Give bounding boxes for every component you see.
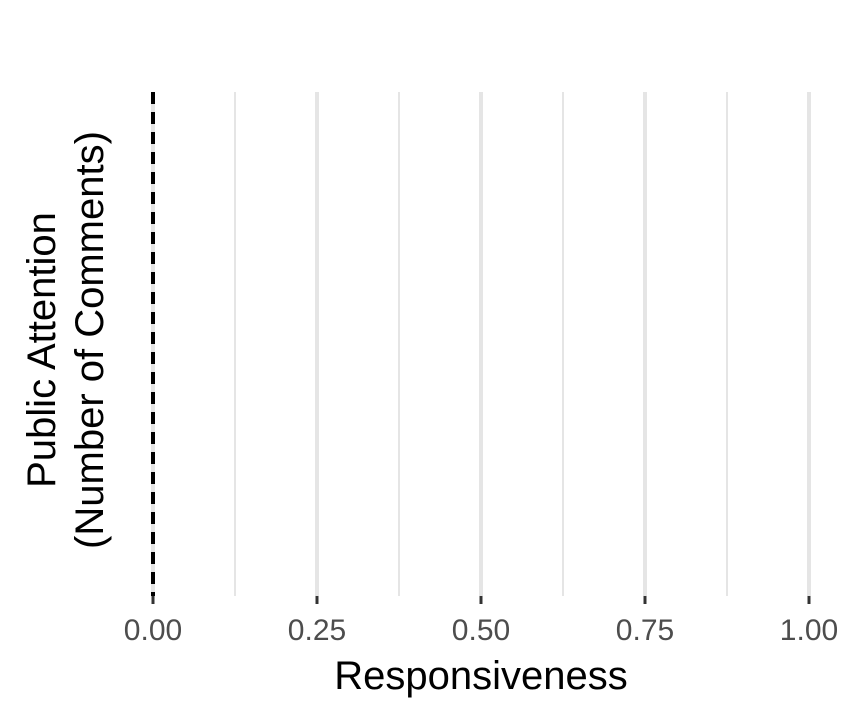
grid-layer — [151, 92, 811, 596]
x-axis-ticks: 0.00 0.25 0.50 0.75 1.00 — [124, 596, 838, 647]
x-tick-label-3: 0.75 — [616, 614, 674, 647]
x-tick-label-1: 0.25 — [288, 614, 346, 647]
y-axis-title-line-1: Public Attention — [20, 212, 64, 488]
y-axis-title: Public Attention (Number of Comments) — [20, 131, 112, 549]
x-axis-title: Responsiveness — [334, 654, 628, 698]
x-tick-label-0: 0.00 — [124, 614, 182, 647]
x-tick-label-2: 0.50 — [452, 614, 510, 647]
y-axis-title-line-2: (Number of Comments) — [68, 131, 112, 549]
x-tick-label-4: 1.00 — [780, 614, 838, 647]
